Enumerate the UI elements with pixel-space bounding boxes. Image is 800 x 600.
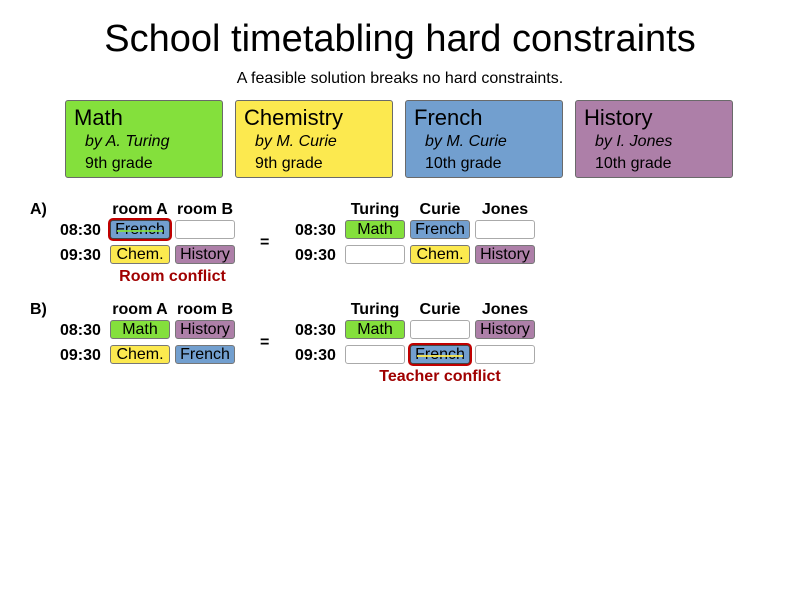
- time-label: 09:30: [295, 247, 336, 264]
- lesson-chip-label: Math: [122, 321, 158, 338]
- lesson-grade: 9th grade: [85, 155, 153, 172]
- lesson-grade: 10th grade: [595, 155, 672, 172]
- room-header: room A: [112, 201, 168, 218]
- lesson-name: Math: [74, 105, 123, 130]
- room-header: room B: [177, 201, 233, 218]
- equals-sign: =: [260, 334, 270, 351]
- example-label: A): [30, 201, 47, 218]
- teacher-header: Jones: [481, 301, 529, 318]
- lesson-teacher: by I. Jones: [595, 133, 673, 150]
- time-label: 09:30: [60, 347, 101, 364]
- lesson-chip-label: Math: [357, 221, 393, 238]
- lesson-teacher: by M. Curie: [425, 133, 507, 150]
- lesson-chip-label: History: [480, 321, 530, 338]
- room-cell: Math: [110, 320, 170, 339]
- lesson-chip-label: Chem.: [116, 246, 164, 263]
- room-cell: Chem.: [110, 245, 170, 264]
- teacher-cell-empty: [475, 345, 535, 364]
- lesson-chip-label: Chem.: [416, 246, 464, 263]
- lesson-chip-label: Chem.: [116, 346, 164, 363]
- time-label: 09:30: [60, 247, 101, 264]
- room-header: room A: [112, 301, 168, 318]
- lesson-grade: 10th grade: [425, 155, 502, 172]
- lesson-chip-label: French: [115, 221, 165, 238]
- teacher-cell: Math: [345, 220, 405, 239]
- overlap-marker: [117, 230, 163, 232]
- teacher-header: Jones: [481, 201, 529, 218]
- room-cell: History: [175, 245, 235, 264]
- lesson-card-history: History by I. Jones 10th grade: [575, 100, 733, 178]
- teacher-cell: History: [475, 320, 535, 339]
- lesson-name: History: [584, 105, 653, 130]
- lesson-chip-label: History: [180, 246, 230, 263]
- room-header: room B: [177, 301, 233, 318]
- room-cell: History: [175, 320, 235, 339]
- teacher-cell-empty: [345, 245, 405, 264]
- room-cell: French: [175, 345, 235, 364]
- time-label: 08:30: [60, 222, 101, 239]
- page-subtitle: A feasible solution breaks no hard const…: [236, 70, 564, 87]
- lesson-chip-label: French: [415, 221, 465, 238]
- equals-sign: =: [260, 234, 270, 251]
- lesson-name: Chemistry: [244, 105, 344, 130]
- teacher-cell-empty: [410, 320, 470, 339]
- lesson-chip-label: French: [415, 346, 465, 363]
- lesson-name: French: [414, 105, 483, 130]
- room-cell-conflict: French: [110, 220, 170, 239]
- teacher-header: Curie: [419, 301, 461, 318]
- teacher-cell: Chem.: [410, 245, 470, 264]
- time-label: 09:30: [295, 347, 336, 364]
- teacher-cell: History: [475, 245, 535, 264]
- lesson-chip-label: History: [480, 246, 530, 263]
- teacher-header: Turing: [350, 301, 400, 318]
- lesson-chip-label: History: [180, 321, 230, 338]
- example-label: B): [30, 301, 47, 318]
- teacher-header: Turing: [350, 201, 400, 218]
- lesson-card-chemistry: Chemistry by M. Curie 9th grade: [235, 100, 393, 178]
- lesson-teacher: by M. Curie: [255, 133, 337, 150]
- lesson-card-french: French by M. Curie 10th grade: [405, 100, 563, 178]
- teacher-header: Curie: [419, 201, 461, 218]
- page-title: School timetabling hard constraints: [104, 18, 696, 60]
- lesson-chip-label: French: [180, 346, 230, 363]
- lesson-teacher: by A. Turing: [85, 133, 170, 150]
- overlap-marker: [417, 355, 463, 357]
- teacher-cell-empty: [475, 220, 535, 239]
- teacher-cell: French: [410, 220, 470, 239]
- teacher-conflict-label: Teacher conflict: [379, 368, 501, 385]
- lesson-card-math: Math by A. Turing 9th grade: [65, 100, 223, 178]
- time-label: 08:30: [295, 322, 336, 339]
- lesson-chip-label: Math: [357, 321, 393, 338]
- teacher-cell-empty: [345, 345, 405, 364]
- room-conflict-label: Room conflict: [119, 268, 226, 285]
- time-label: 08:30: [295, 222, 336, 239]
- room-cell: Chem.: [110, 345, 170, 364]
- room-cell-empty: [175, 220, 235, 239]
- lesson-grade: 9th grade: [255, 155, 323, 172]
- teacher-cell: Math: [345, 320, 405, 339]
- time-label: 08:30: [60, 322, 101, 339]
- teacher-cell-conflict: French: [410, 345, 470, 364]
